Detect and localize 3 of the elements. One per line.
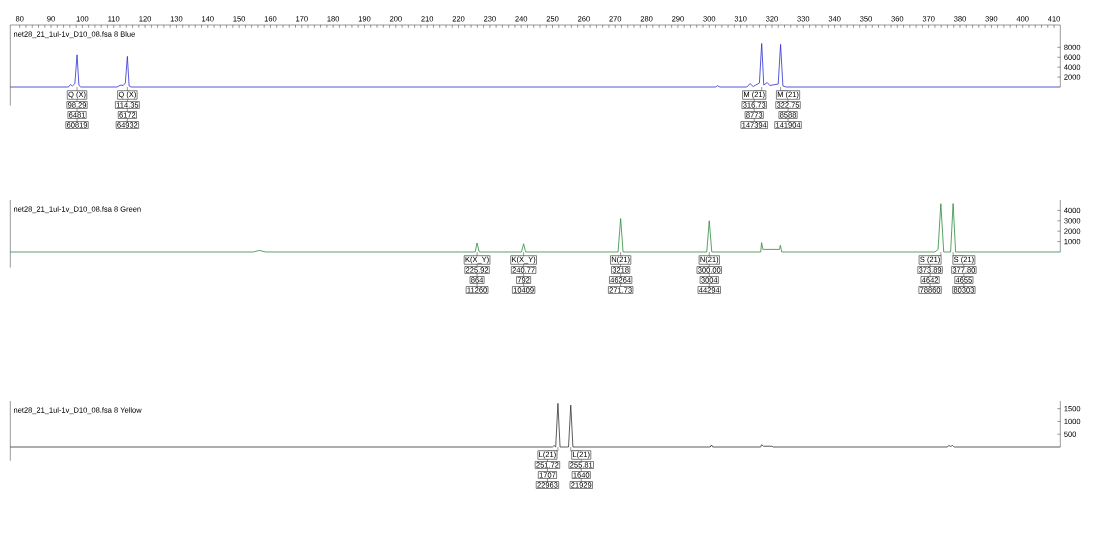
line-series xyxy=(9,203,1061,253)
line-series xyxy=(9,402,1061,448)
line-series xyxy=(9,43,1061,88)
